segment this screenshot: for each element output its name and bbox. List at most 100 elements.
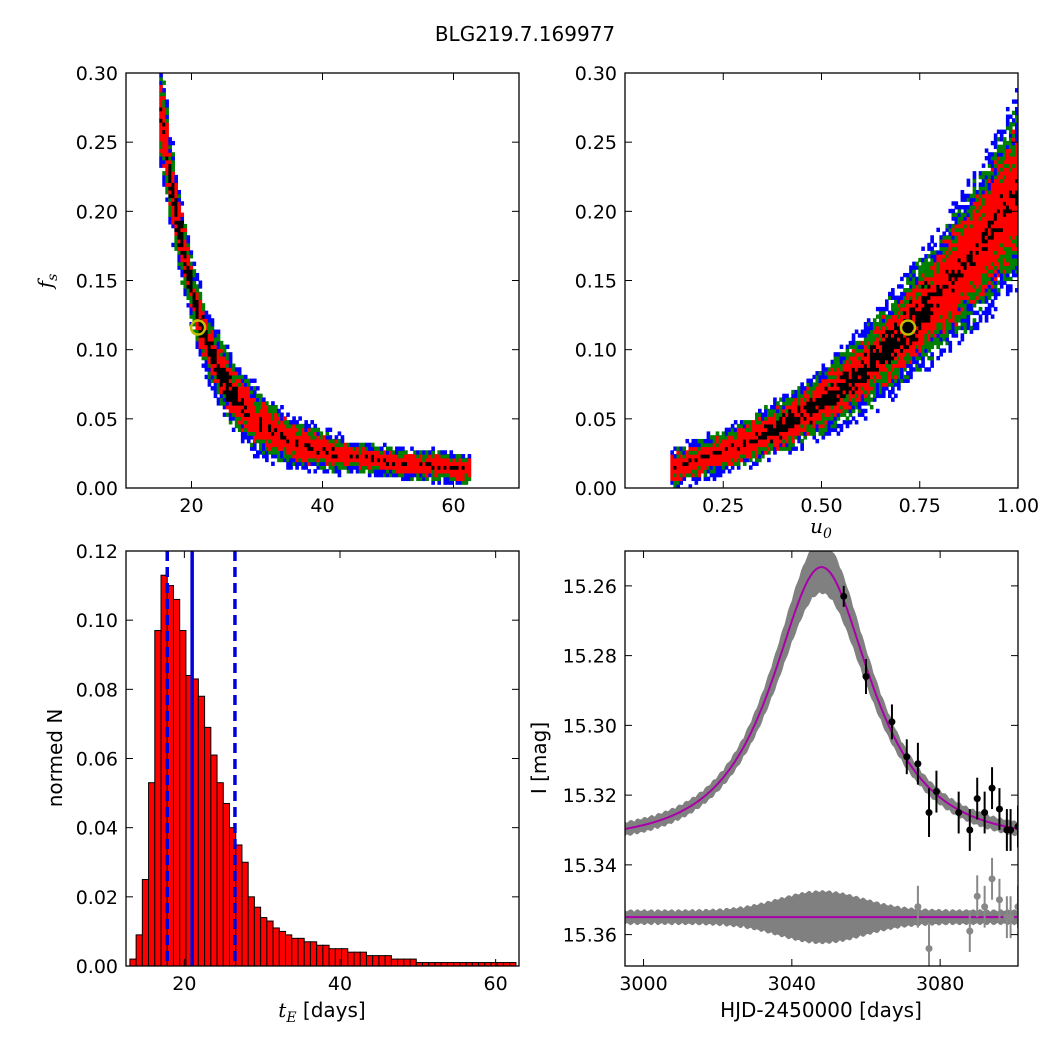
- density-cell: [724, 465, 729, 470]
- density-cell: [776, 427, 780, 433]
- density-cell: [972, 189, 977, 195]
- density-cell: [857, 408, 862, 414]
- density-cell: [851, 371, 856, 376]
- density-cell: [866, 367, 871, 372]
- density-cell: [361, 461, 366, 466]
- density-cell: [255, 412, 260, 417]
- density-cell: [691, 442, 696, 448]
- density-cell: [361, 442, 366, 448]
- density-cell: [452, 476, 457, 482]
- density-cell: [993, 133, 998, 138]
- density-cell: [259, 423, 263, 429]
- density-cell: [984, 318, 989, 323]
- density-cell: [969, 216, 974, 221]
- density-cell: [195, 344, 200, 350]
- density-cell: [758, 408, 762, 414]
- density-cell: [924, 280, 928, 285]
- density-cell: [960, 291, 965, 297]
- density-cell: [993, 250, 998, 255]
- density-cell: [857, 348, 862, 353]
- density-cell: [700, 469, 705, 474]
- density-cell: [891, 340, 895, 346]
- density-cell: [464, 457, 469, 463]
- density-cell: [815, 378, 820, 383]
- density-cell: [854, 401, 859, 406]
- density-cell: [268, 435, 272, 440]
- density-cell: [881, 306, 886, 312]
- density-cell: [918, 325, 922, 331]
- density-cell: [981, 178, 986, 184]
- density-cell: [993, 272, 998, 278]
- density-cell: [809, 420, 814, 425]
- density-cell: [921, 280, 925, 285]
- density-cell: [252, 438, 257, 444]
- density-cell: [990, 265, 995, 270]
- density-cell: [978, 205, 983, 210]
- density-cell: [240, 412, 245, 417]
- y-tick-label: 15.30: [563, 715, 617, 737]
- density-cell: [894, 393, 898, 399]
- density-cell: [292, 461, 296, 466]
- density-cell: [930, 246, 934, 251]
- density-cell: [972, 288, 977, 293]
- density-cell: [999, 212, 1004, 217]
- density-cell: [171, 189, 175, 195]
- density-cell: [319, 431, 324, 436]
- density-cell: [733, 420, 738, 425]
- density-cell: [869, 348, 874, 353]
- density-cell: [779, 446, 783, 451]
- density-cell: [237, 401, 242, 406]
- density-cell: [957, 325, 962, 331]
- density-cell: [836, 393, 841, 399]
- density-cell: [800, 397, 804, 402]
- density-cell: [897, 363, 901, 368]
- density-cell: [939, 303, 944, 308]
- density-cell: [222, 374, 227, 380]
- density-cell: [981, 239, 986, 244]
- density-cell: [246, 386, 251, 391]
- density-cell: [443, 454, 448, 459]
- density-cell: [915, 314, 919, 319]
- density-cell: [201, 306, 206, 312]
- density-cell: [972, 171, 977, 176]
- density-cell: [860, 333, 865, 338]
- density-cell: [177, 265, 182, 270]
- density-cell: [839, 374, 844, 380]
- density-cell: [1014, 156, 1018, 161]
- density-cell: [954, 205, 959, 210]
- density-cell: [806, 420, 811, 425]
- density-cell: [978, 280, 983, 285]
- density-cell: [996, 288, 1001, 293]
- density-cell: [972, 193, 977, 199]
- density-cell: [860, 348, 865, 353]
- density-cell: [987, 223, 992, 229]
- density-cell: [963, 216, 968, 221]
- density-cell: [1014, 129, 1018, 134]
- density-cell: [842, 389, 847, 395]
- density-cell: [216, 374, 221, 380]
- density-cell: [993, 144, 998, 150]
- density-cell: [770, 408, 774, 414]
- density-cell: [204, 374, 209, 380]
- density-cell: [328, 435, 333, 440]
- density-cell: [800, 446, 804, 451]
- density-cell: [951, 265, 956, 270]
- density-cell: [857, 374, 862, 380]
- density-cell: [301, 450, 305, 455]
- density-cell: [909, 314, 913, 319]
- density-cell: [981, 291, 986, 297]
- density-cell: [909, 371, 913, 376]
- density-cell: [676, 450, 681, 455]
- density-cell: [821, 401, 826, 406]
- density-cell: [972, 254, 977, 259]
- density-cell: [906, 322, 910, 327]
- density-cell: [204, 355, 209, 361]
- density-cell: [972, 299, 977, 304]
- density-cell: [231, 389, 236, 395]
- density-cell: [839, 397, 844, 402]
- density-cell: [727, 457, 732, 463]
- y-tick-label: 0.04: [76, 818, 118, 840]
- density-cell: [271, 454, 275, 459]
- density-cell: [767, 450, 771, 455]
- density-cell: [972, 197, 977, 202]
